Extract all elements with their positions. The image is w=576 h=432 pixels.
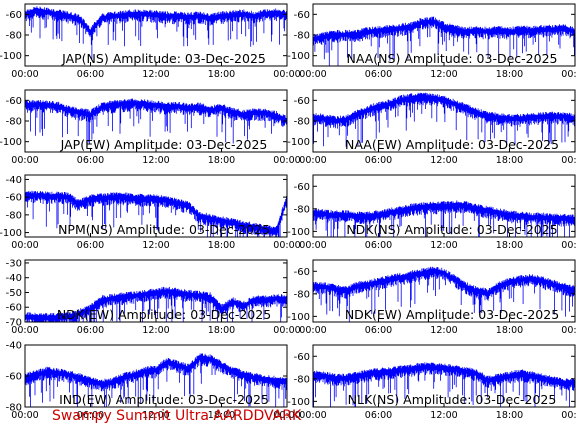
x-tick-label: 00:00 — [299, 155, 326, 166]
chart-title: NDK(NS) Amplitude: 03-Dec-2025 — [346, 222, 557, 237]
y-tick-label: -60 — [6, 10, 22, 21]
x-tick-label: 06:00 — [77, 240, 104, 251]
y-tick-label: -100 — [0, 228, 22, 239]
y-tick-label: -80 — [294, 374, 310, 385]
y-tick-label: -80 — [6, 117, 22, 128]
y-tick-label: -30 — [6, 258, 22, 269]
x-tick-label: 06:00 — [365, 155, 392, 166]
x-tick-label: 00:00 — [561, 155, 576, 166]
x-tick-label: 12:00 — [430, 325, 457, 336]
x-tick-label: 00:00 — [11, 325, 38, 336]
x-tick-label: 00:00 — [299, 240, 326, 251]
y-tick-label: -40 — [6, 341, 22, 352]
y-tick-label: -60 — [6, 303, 22, 314]
y-tick-label: -60 — [294, 352, 310, 363]
x-tick-label: 12:00 — [430, 155, 457, 166]
y-tick-label: -60 — [6, 96, 22, 107]
y-tick-label: -40 — [6, 175, 22, 186]
x-tick-label: 12:00 — [430, 240, 457, 251]
x-tick-label: 00:00 — [273, 410, 300, 421]
y-tick-label: -80 — [6, 210, 22, 221]
x-tick-label: 00:00 — [273, 240, 300, 251]
x-tick-label: 12:00 — [430, 69, 457, 80]
x-tick-label: 00:00 — [299, 410, 326, 421]
x-tick-label: 12:00 — [430, 410, 457, 421]
x-tick-label: 00:00 — [299, 325, 326, 336]
y-tick-label: -80 — [294, 289, 310, 300]
y-tick-label: -60 — [294, 96, 310, 107]
x-tick-label: 06:00 — [77, 155, 104, 166]
x-tick-label: 18:00 — [208, 155, 235, 166]
y-tick-label: -70 — [6, 318, 22, 329]
x-tick-label: 06:00 — [365, 410, 392, 421]
x-tick-label: 00:00 — [273, 325, 300, 336]
chart-title: NAA(NS) Amplitude: 03-Dec-2025 — [347, 51, 558, 66]
chart-title: NAA(EW) Amplitude: 03-Dec-2025 — [345, 137, 559, 152]
x-tick-label: 18:00 — [496, 410, 523, 421]
x-tick-label: 12:00 — [142, 325, 169, 336]
x-tick-label: 00:00 — [11, 410, 38, 421]
y-tick-label: -40 — [6, 273, 22, 284]
x-tick-label: 18:00 — [496, 69, 523, 80]
y-tick-label: -60 — [294, 10, 310, 21]
x-tick-label: 18:00 — [208, 69, 235, 80]
x-tick-label: 00:00 — [11, 155, 38, 166]
x-tick-label: 18:00 — [208, 325, 235, 336]
y-tick-label: -60 — [294, 182, 310, 193]
x-tick-label: 18:00 — [496, 155, 523, 166]
x-tick-label: 06:00 — [77, 69, 104, 80]
y-tick-label: -100 — [287, 397, 310, 408]
y-tick-label: -80 — [6, 403, 22, 414]
chart-title: IND(EW) Amplitude: 03-Dec-2025 — [59, 392, 269, 407]
chart-title: NDK(EW) Amplitude: 03-Dec-2025 — [345, 307, 559, 322]
x-tick-label: 12:00 — [142, 410, 169, 421]
x-tick-label: 06:00 — [365, 240, 392, 251]
station-footer-label: Swampy Summit Ultra AARDDVARK — [52, 408, 302, 424]
y-tick-label: -80 — [294, 31, 310, 42]
x-tick-label: 18:00 — [496, 240, 523, 251]
chart-title: NDK(EW) Amplitude: 03-Dec-2025 — [57, 307, 271, 322]
x-tick-label: 18:00 — [208, 240, 235, 251]
chart-title: JAP(EW) Amplitude: 03-Dec-2025 — [60, 137, 268, 152]
x-tick-label: 06:00 — [77, 325, 104, 336]
x-tick-label: 06:00 — [365, 325, 392, 336]
y-tick-label: -80 — [294, 117, 310, 128]
y-tick-label: -60 — [6, 372, 22, 383]
x-tick-label: 18:00 — [208, 410, 235, 421]
y-tick-label: -60 — [294, 267, 310, 278]
x-tick-label: 06:00 — [365, 69, 392, 80]
y-tick-label: -100 — [0, 137, 22, 148]
y-tick-label: -100 — [287, 137, 310, 148]
x-tick-label: 00:00 — [273, 69, 300, 80]
y-tick-label: -100 — [287, 51, 310, 62]
x-tick-label: 12:00 — [142, 240, 169, 251]
chart-title: NPM(NS) Amplitude: 03-Dec-2025 — [58, 222, 270, 237]
x-tick-label: 00:00 — [273, 155, 300, 166]
x-tick-label: 00:00 — [561, 240, 576, 251]
chart-title: NLK(NS) Amplitude: 03-Dec-2025 — [348, 392, 557, 407]
x-tick-label: 18:00 — [496, 325, 523, 336]
x-tick-label: 06:00 — [77, 410, 104, 421]
x-tick-label: 00:00 — [561, 325, 576, 336]
x-tick-label: 00:00 — [11, 69, 38, 80]
x-tick-label: 00:00 — [561, 410, 576, 421]
y-tick-label: -100 — [287, 227, 310, 238]
chart-title: JAP(NS) Amplitude: 03-Dec-2025 — [61, 51, 266, 66]
x-tick-label: 00:00 — [561, 69, 576, 80]
x-tick-label: 00:00 — [299, 69, 326, 80]
x-tick-label: 00:00 — [11, 240, 38, 251]
y-tick-label: -50 — [6, 288, 22, 299]
x-tick-label: 12:00 — [142, 69, 169, 80]
y-tick-label: -60 — [6, 193, 22, 204]
x-tick-label: 12:00 — [142, 155, 169, 166]
y-tick-label: -80 — [6, 31, 22, 42]
y-tick-label: -100 — [0, 51, 22, 62]
y-tick-label: -100 — [287, 312, 310, 323]
y-tick-label: -80 — [294, 204, 310, 215]
